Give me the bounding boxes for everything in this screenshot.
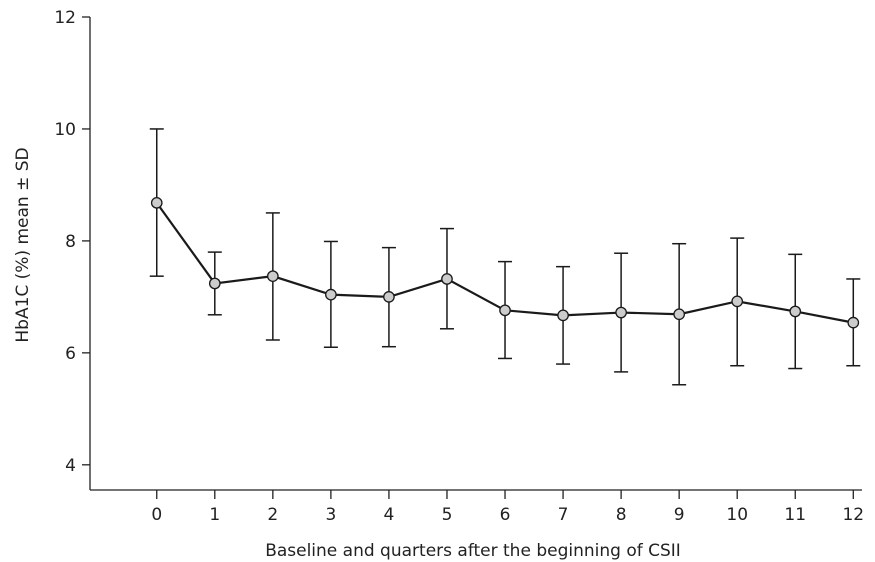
data-point: [383, 291, 395, 303]
y-tick-label: 12: [54, 8, 76, 28]
x-tick-label: 3: [325, 505, 336, 525]
x-tick-label: 11: [784, 505, 806, 525]
data-point: [499, 304, 511, 317]
x-tick-label: 12: [842, 505, 864, 525]
data-point: [615, 306, 627, 319]
data-point: [789, 305, 802, 318]
y-tick-label: 10: [54, 120, 76, 140]
x-tick-label: 1: [209, 505, 220, 525]
x-axis-title: Baseline and quarters after the beginnin…: [265, 541, 681, 561]
plot-area: [149, 128, 861, 386]
data-point: [266, 270, 279, 283]
data-point: [731, 295, 744, 308]
x-tick-label: 5: [442, 505, 453, 525]
x-tick-label: 4: [384, 505, 395, 525]
x-tick-label: 10: [726, 505, 748, 525]
x-tick-label: 8: [616, 505, 627, 525]
x-tick-label: 6: [500, 505, 511, 525]
x-tick-label: 0: [151, 505, 162, 525]
x-tick-label: 2: [267, 505, 278, 525]
data-point: [557, 309, 569, 322]
y-tick-label: 8: [65, 232, 76, 252]
y-tick-label: 4: [65, 456, 76, 476]
x-tick-label: 9: [674, 505, 685, 525]
data-point: [673, 308, 686, 321]
data-point: [325, 288, 337, 301]
x-tick-label: 7: [558, 505, 569, 525]
data-point: [150, 196, 163, 209]
data-point: [441, 273, 453, 285]
data-point: [847, 316, 860, 329]
y-tick-label: 6: [65, 344, 76, 364]
data-point: [208, 277, 221, 290]
y-axis-title: HbA1C (%) mean ± SD: [13, 147, 33, 342]
